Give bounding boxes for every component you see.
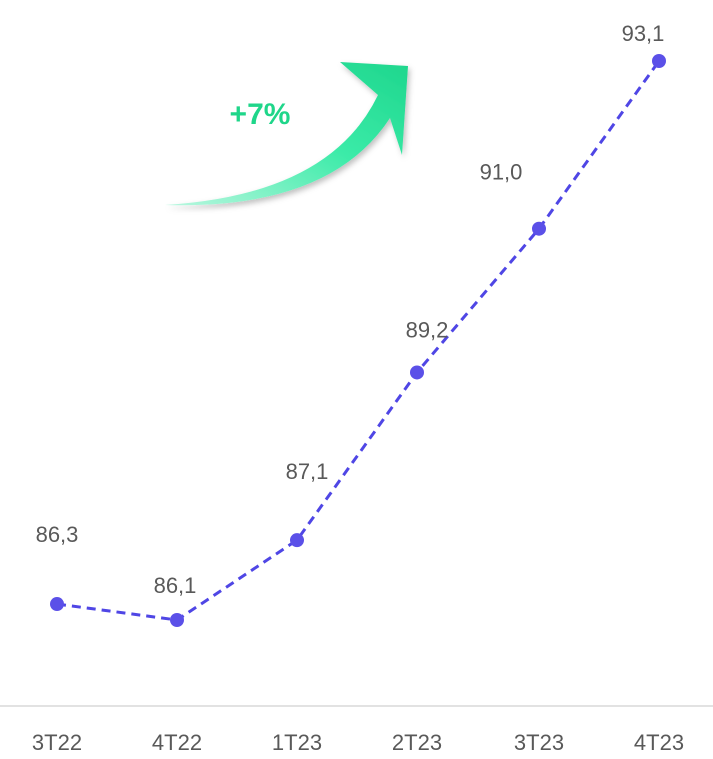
curved-up-arrow-icon <box>165 62 408 206</box>
x-tick-label-4t23: 4T23 <box>634 730 684 755</box>
x-tick-label-3t23: 3T23 <box>514 730 564 755</box>
data-label-3t22: 86,3 <box>36 522 79 547</box>
x-tick-label-2t23: 2T23 <box>392 730 442 755</box>
data-point-4t22 <box>170 613 184 627</box>
data-point-2t23 <box>410 365 424 380</box>
x-tick-label-4t22: 4T22 <box>152 730 202 755</box>
growth-label: +7% <box>230 98 291 131</box>
data-point-1t23 <box>290 533 304 548</box>
data-label-1t23: 87,1 <box>286 459 329 484</box>
data-point-3t22 <box>50 597 64 612</box>
series-layer <box>50 54 666 627</box>
data-label-2t23: 89,2 <box>406 317 449 342</box>
data-label-4t23: 93,1 <box>622 21 665 46</box>
x-tick-layer: 3T22 4T22 1T23 2T23 3T23 4T23 <box>32 730 684 755</box>
series-line <box>56 60 661 622</box>
data-label-layer: 86,3 86,1 87,1 89,2 91,0 93,1 <box>36 21 665 598</box>
x-tick-label-3t22: 3T22 <box>32 730 82 755</box>
x-tick-label-1t23: 1T23 <box>272 730 322 755</box>
data-label-4t22: 86,1 <box>154 573 197 598</box>
data-point-3t23 <box>532 221 546 236</box>
data-point-4t23 <box>652 54 666 68</box>
data-label-3t23: 91,0 <box>480 160 523 185</box>
